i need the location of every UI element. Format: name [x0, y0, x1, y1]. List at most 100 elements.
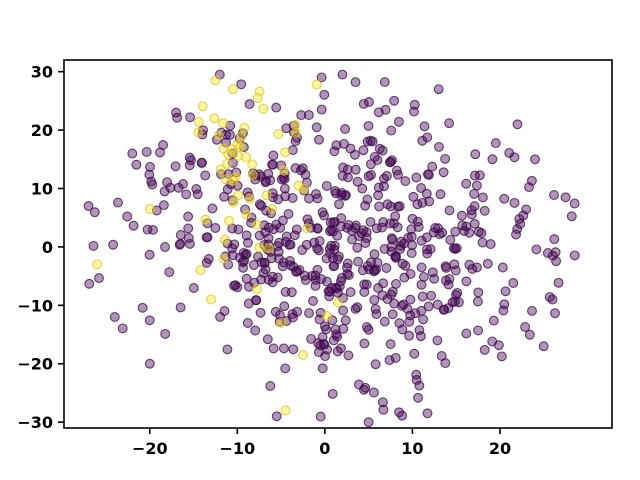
scatter-point	[499, 193, 510, 204]
scatter-point	[148, 224, 158, 235]
scatter-point	[425, 244, 436, 255]
scatter-point	[265, 381, 276, 391]
scatter-point	[497, 262, 508, 273]
scatter-point	[336, 213, 347, 224]
scatter-point	[254, 199, 265, 210]
scatter-point	[394, 201, 405, 212]
scatter-point	[277, 261, 288, 272]
y-tick-label: −10	[17, 296, 53, 315]
scatter-point	[419, 121, 430, 132]
scatter-point	[283, 209, 294, 219]
scatter-point	[538, 341, 549, 352]
scatter-point	[333, 251, 344, 262]
scatter-point	[215, 311, 226, 322]
scatter-point	[228, 84, 238, 95]
scatter-point	[219, 191, 230, 202]
scatter-point	[210, 75, 221, 86]
scatter-point	[237, 257, 248, 268]
scatter-point	[469, 170, 480, 181]
scatter-point	[145, 161, 155, 172]
scatter-point	[418, 314, 429, 325]
scatter-point	[443, 303, 454, 314]
scatter-point	[433, 84, 444, 95]
scatter-point	[311, 189, 321, 199]
scatter-point	[244, 193, 255, 204]
scatter-point	[263, 222, 274, 233]
scatter-point	[280, 147, 291, 158]
scatter-point	[394, 407, 405, 418]
scatter-point	[400, 260, 411, 271]
scatter-point	[358, 145, 369, 156]
scatter-point	[296, 110, 307, 121]
scatter-point	[360, 382, 371, 393]
scatter-point	[514, 214, 525, 224]
scatter-point	[290, 163, 301, 174]
scatter-point	[278, 173, 289, 183]
scatter-point	[218, 143, 229, 154]
scatter-point	[183, 211, 194, 222]
scatter-point	[347, 234, 358, 245]
scatter-point	[285, 256, 295, 266]
scatter-point	[386, 125, 397, 136]
scatter-point	[390, 352, 401, 363]
scatter-point	[247, 169, 258, 180]
scatter-point	[511, 229, 521, 240]
x-tick-label: 0	[319, 439, 330, 458]
scatter-point	[252, 283, 262, 294]
scatter-point	[381, 171, 392, 181]
scatter-point	[338, 323, 349, 334]
scatter-point	[473, 287, 484, 298]
scatter-point	[339, 138, 349, 149]
scatter-point	[466, 209, 477, 220]
scatter-point	[335, 343, 346, 354]
scatter-point	[370, 359, 381, 370]
scatter-point	[531, 244, 542, 255]
scatter-point	[363, 120, 374, 131]
scatter-point	[374, 143, 385, 154]
scatter-point	[479, 344, 490, 355]
scatter-point	[271, 411, 282, 422]
scatter-point	[222, 344, 233, 355]
scatter-point	[197, 101, 208, 112]
scatter-point	[542, 248, 553, 258]
scatter-point	[144, 315, 155, 326]
scatter-point	[331, 140, 342, 151]
scatter-point	[256, 200, 267, 211]
scatter-point	[487, 154, 498, 165]
scatter-point	[422, 169, 433, 180]
scatter-point	[261, 190, 272, 201]
scatter-point	[358, 98, 369, 109]
scatter-point	[524, 329, 535, 340]
scatter-point	[477, 237, 488, 248]
scatter-point	[407, 240, 418, 251]
scatter-point	[343, 172, 353, 183]
scatter-point	[183, 223, 194, 234]
axes-box	[63, 59, 613, 429]
scatter-point	[329, 260, 340, 271]
scatter-point	[294, 265, 305, 275]
scatter-point	[251, 219, 262, 230]
scatter-point	[281, 123, 292, 134]
scatter-point	[350, 77, 361, 88]
scatter-point	[307, 270, 318, 281]
scatter-point	[270, 306, 281, 317]
scatter-point	[314, 236, 325, 247]
scatter-point	[210, 223, 221, 233]
scatter-point	[250, 325, 261, 336]
scatter-point	[342, 262, 352, 273]
scatter-point	[316, 104, 327, 115]
scatter-point	[175, 302, 186, 313]
scatter-point	[490, 138, 501, 149]
scatter-point	[310, 280, 321, 291]
scatter-point	[319, 89, 330, 100]
scatter-point	[193, 127, 204, 138]
scatter-point	[178, 179, 188, 189]
scatter-point	[414, 380, 425, 391]
scatter-point	[298, 350, 308, 360]
scatter-point	[359, 287, 370, 297]
scatter-point	[362, 136, 373, 147]
scatter-point	[368, 387, 379, 398]
scatter-point	[469, 188, 480, 199]
scatter-point	[293, 180, 304, 191]
